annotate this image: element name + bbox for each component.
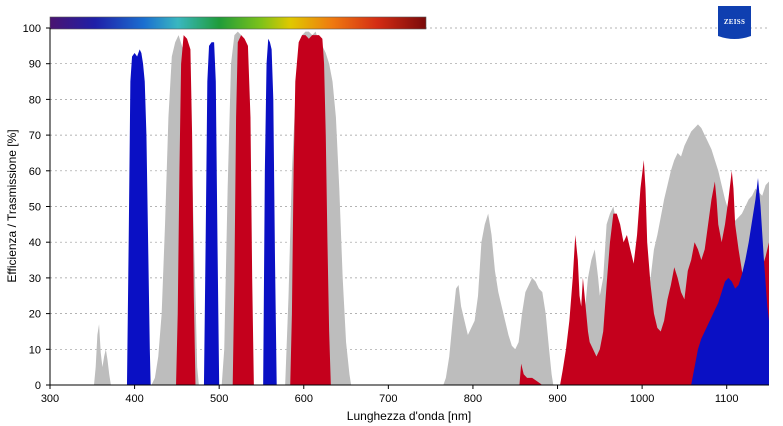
- x-axis-title: Lunghezza d'onda [nm]: [347, 409, 471, 423]
- y-tick-label: 40: [29, 237, 41, 249]
- x-tick-label: 600: [295, 393, 313, 405]
- x-tick-label: 400: [125, 393, 143, 405]
- logo-text: ZEISS: [724, 18, 745, 26]
- series-areas: [50, 31, 769, 386]
- x-axis-ticks: 300 400 500 600 700 800 900 1000 1100: [41, 385, 739, 405]
- y-tick-label: 10: [29, 344, 41, 356]
- y-tick-label: 90: [29, 59, 41, 71]
- x-tick-label: 500: [210, 393, 228, 405]
- y-axis-title: Efficienza / Trasmissione [%]: [5, 129, 19, 282]
- y-tick-label: 100: [23, 23, 41, 35]
- x-tick-label: 900: [548, 393, 566, 405]
- y-axis-ticks: 0 10 20 30 40 50 60 70 80 90 100: [23, 23, 50, 392]
- x-tick-label: 700: [379, 393, 397, 405]
- y-tick-label: 30: [29, 273, 41, 285]
- series-area-2: [50, 35, 769, 385]
- spectrum-colorbar: [49, 16, 427, 30]
- y-tick-label: 0: [35, 380, 41, 392]
- y-tick-label: 80: [29, 94, 41, 106]
- series-area-1: [50, 31, 769, 385]
- x-tick-label: 300: [41, 393, 59, 405]
- y-tick-label: 60: [29, 166, 41, 178]
- x-tick-label: 1000: [630, 393, 654, 405]
- y-tick-label: 70: [29, 130, 41, 142]
- y-tick-label: 50: [29, 202, 41, 214]
- x-tick-label: 1100: [715, 393, 739, 405]
- x-tick-label: 800: [464, 393, 482, 405]
- y-tick-label: 20: [29, 309, 41, 321]
- zeiss-logo: ZEISS: [718, 6, 751, 39]
